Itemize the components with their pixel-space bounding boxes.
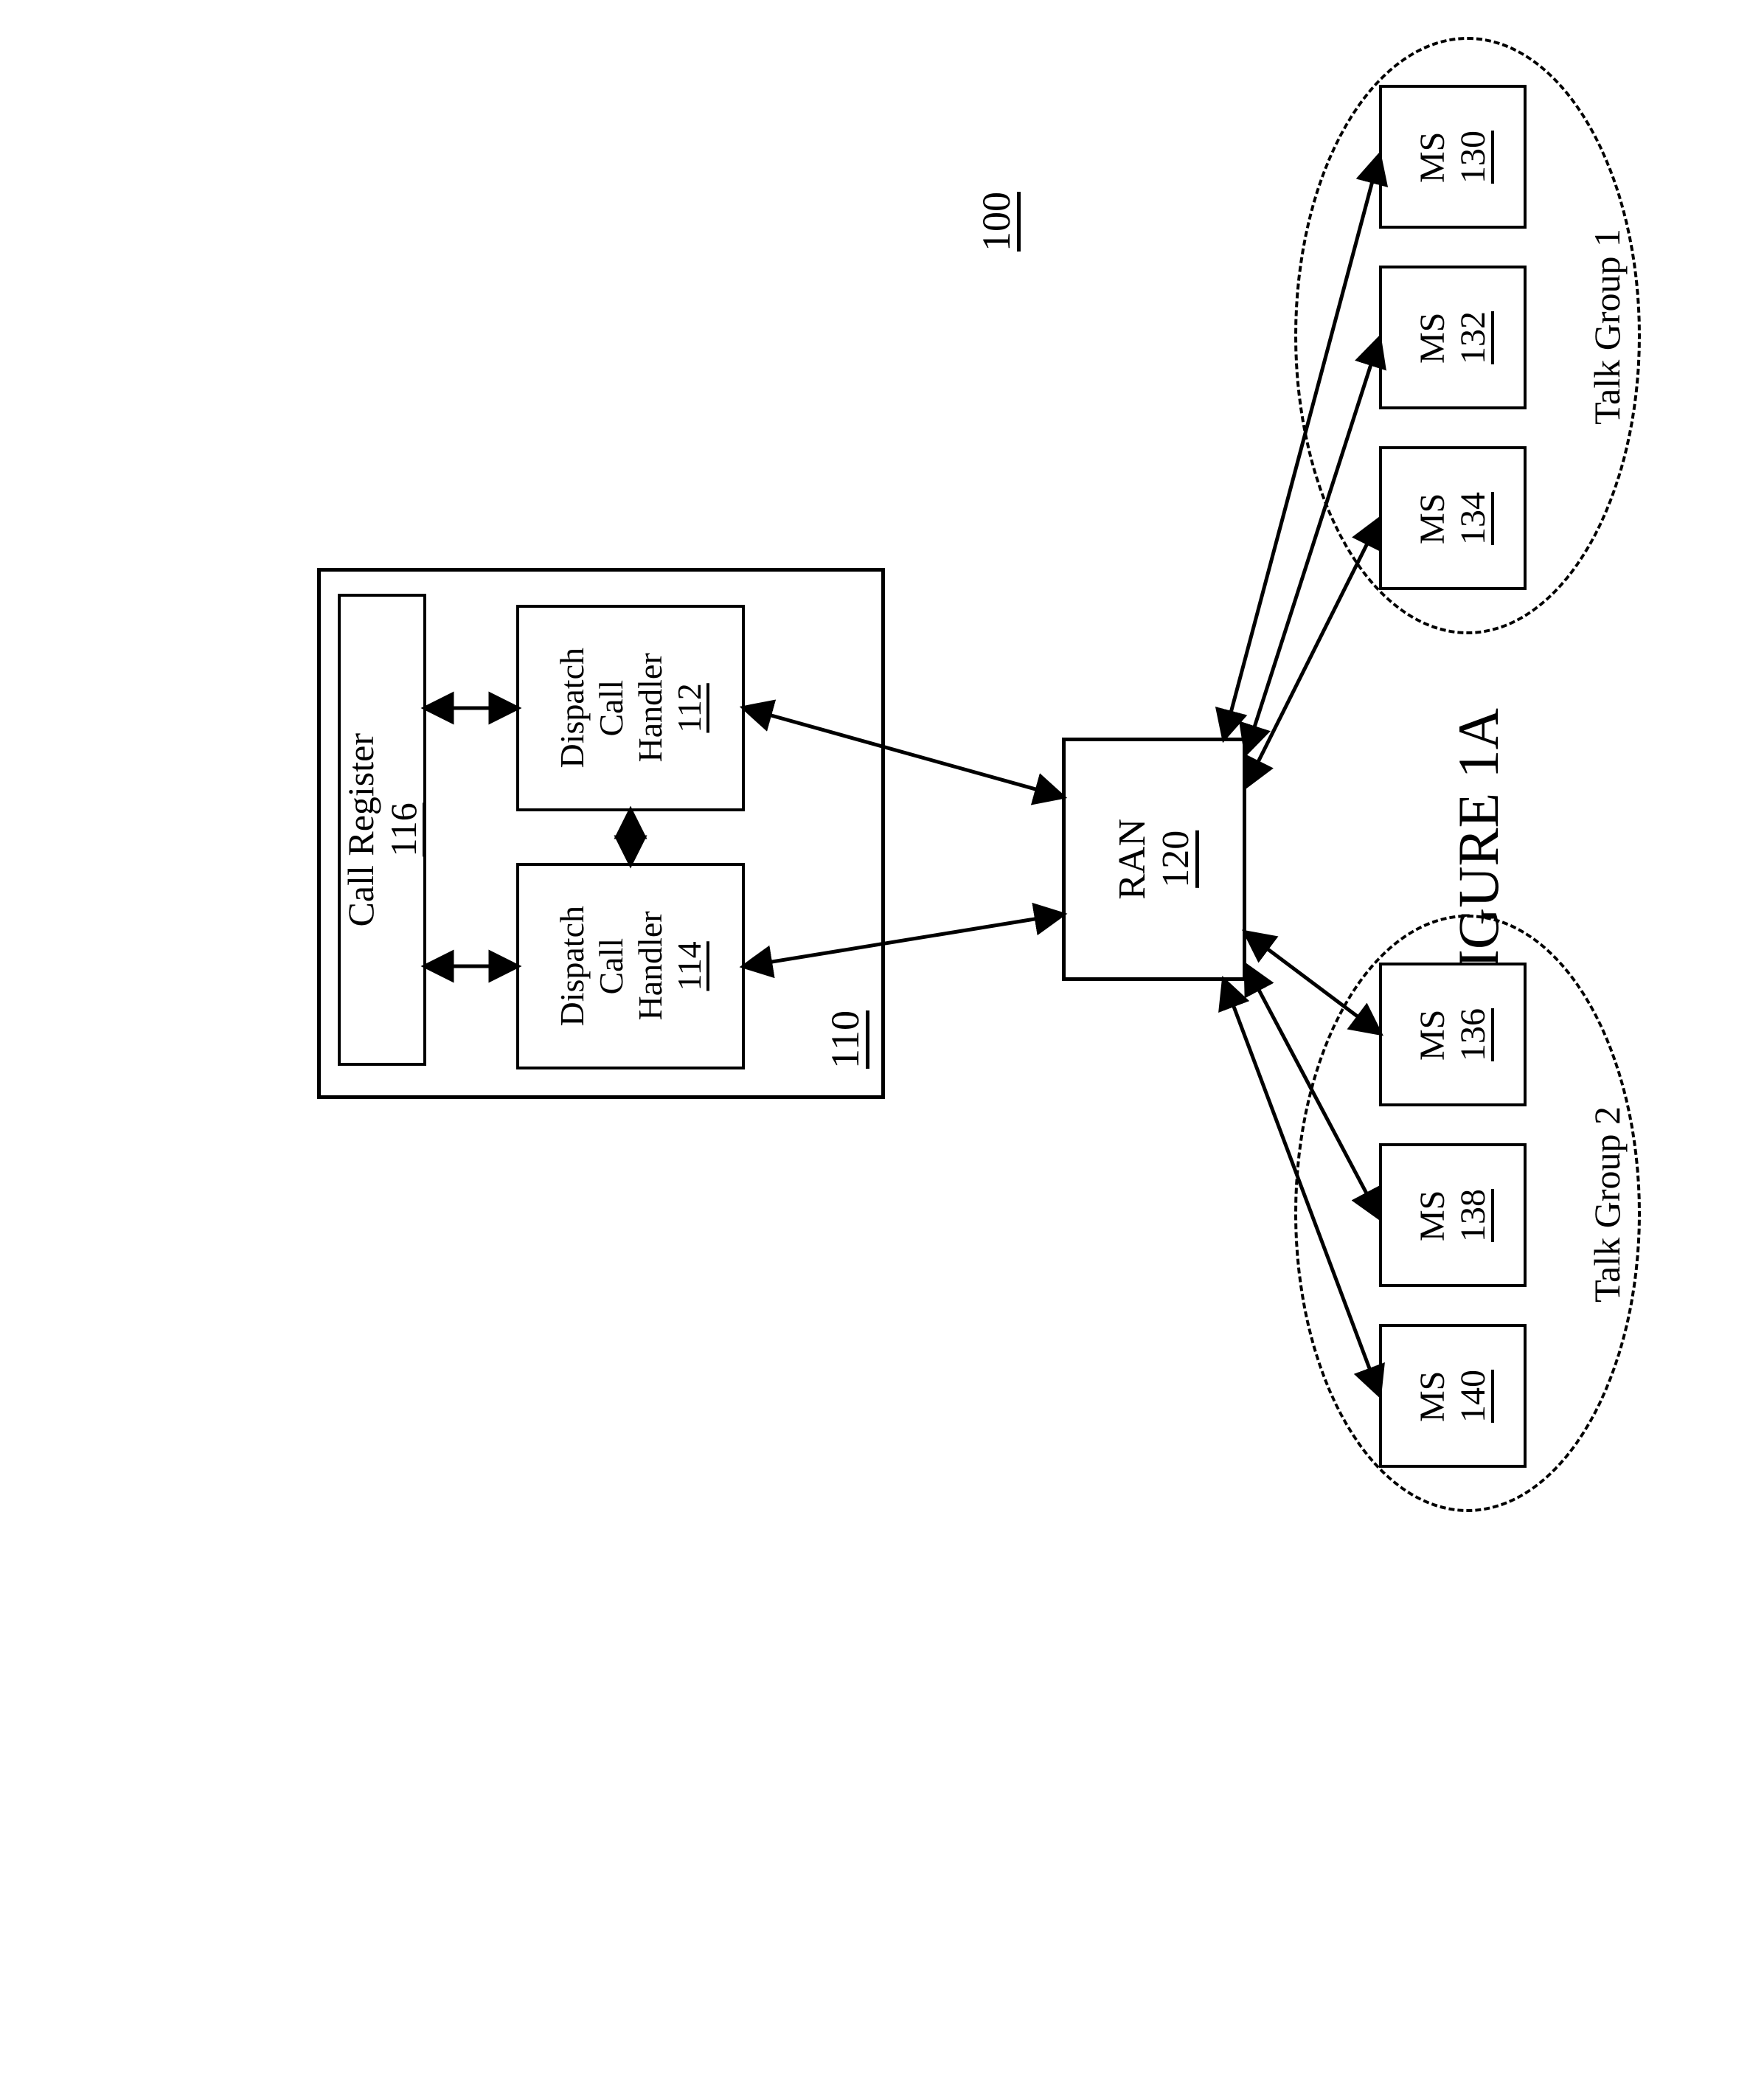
ran-box: RAN 120 — [1062, 738, 1246, 981]
ms-138: MS 138 — [1379, 1143, 1527, 1287]
call-register-text: Call Register — [340, 733, 381, 926]
ms-140-text: MS — [1413, 1370, 1452, 1421]
ms-136-label: MS 136 — [1412, 1008, 1493, 1061]
ran-label: RAN 120 — [1111, 819, 1198, 900]
talk-group-2-label: Talk Group 2 — [1586, 1106, 1628, 1303]
handler-112-line2: Call — [592, 680, 630, 737]
ran-ref: 120 — [1155, 831, 1197, 888]
system-ref: 100 — [973, 192, 1019, 252]
ms-130-label: MS 130 — [1412, 131, 1493, 184]
call-register-ref: 116 — [383, 802, 424, 856]
handler-114-line1: Dispatch — [553, 906, 591, 1027]
ms-132-ref: 132 — [1454, 311, 1493, 364]
ms-138-text: MS — [1413, 1190, 1452, 1241]
handler-112-line3: Handler — [631, 653, 669, 763]
handler-112-line1: Dispatch — [553, 648, 591, 769]
ms-130-text: MS — [1413, 131, 1452, 182]
ms-130: MS 130 — [1379, 85, 1527, 229]
ms-140-ref: 140 — [1454, 1370, 1493, 1423]
ms-138-label: MS 138 — [1412, 1189, 1493, 1242]
ms-134-label: MS 134 — [1412, 492, 1493, 545]
handler-112-label: Dispatch Call Handler 112 — [552, 648, 709, 769]
ms-132-label: MS 132 — [1412, 311, 1493, 364]
ms-132: MS 132 — [1379, 266, 1527, 409]
handler-114-line2: Call — [592, 938, 630, 995]
ran-text: RAN — [1111, 819, 1153, 900]
handler-112-ref: 112 — [670, 683, 708, 732]
diagram-stage: FIGURE 1A 100 110 Call Register 116 Disp… — [0, 0, 1764, 2077]
handler-114-label: Dispatch Call Handler 114 — [552, 906, 709, 1027]
ms-138-ref: 138 — [1454, 1189, 1493, 1242]
ms-140-label: MS 140 — [1412, 1370, 1493, 1423]
ms-136-ref: 136 — [1454, 1008, 1493, 1061]
ms-136: MS 136 — [1379, 963, 1527, 1106]
controller-ref: 110 — [822, 1010, 868, 1069]
call-register-label: Call Register 116 — [339, 733, 425, 926]
ms-140: MS 140 — [1379, 1324, 1527, 1468]
ms-130-ref: 130 — [1454, 131, 1493, 184]
handler-114-ref: 114 — [670, 941, 708, 991]
call-register-box: Call Register 116 — [338, 594, 426, 1066]
ms-136-text: MS — [1413, 1009, 1452, 1060]
ms-134-ref: 134 — [1454, 492, 1493, 545]
dispatch-handler-112: Dispatch Call Handler 112 — [516, 605, 745, 811]
handler-114-line3: Handler — [631, 912, 669, 1021]
ms-134: MS 134 — [1379, 446, 1527, 590]
ms-132-text: MS — [1413, 312, 1452, 363]
talk-group-1-label: Talk Group 1 — [1586, 229, 1628, 425]
dispatch-handler-114: Dispatch Call Handler 114 — [516, 863, 745, 1069]
ms-134-text: MS — [1413, 493, 1452, 544]
